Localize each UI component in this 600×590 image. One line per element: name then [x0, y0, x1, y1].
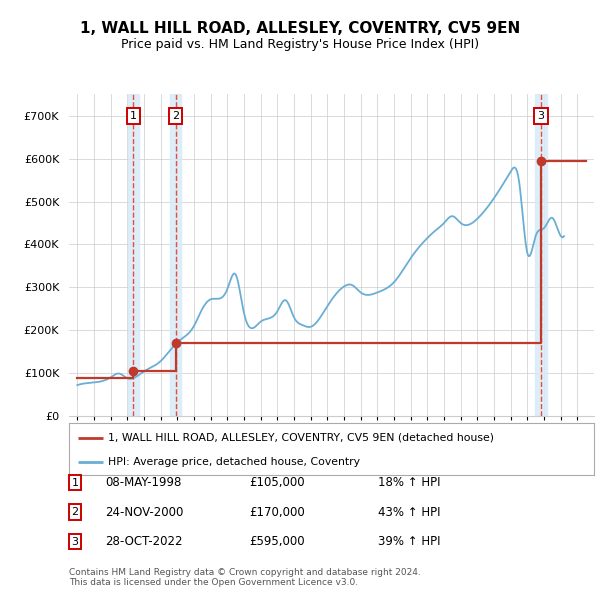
Text: 1, WALL HILL ROAD, ALLESLEY, COVENTRY, CV5 9EN (detached house): 1, WALL HILL ROAD, ALLESLEY, COVENTRY, C…: [109, 432, 494, 442]
Text: 28-OCT-2022: 28-OCT-2022: [105, 535, 182, 548]
Text: 3: 3: [538, 111, 545, 121]
Text: This data is licensed under the Open Government Licence v3.0.: This data is licensed under the Open Gov…: [69, 578, 358, 587]
Bar: [128, 94, 139, 416]
Text: £595,000: £595,000: [249, 535, 305, 548]
Text: 1: 1: [130, 111, 137, 121]
Text: 3: 3: [71, 537, 79, 546]
Text: 2: 2: [71, 507, 79, 517]
Text: 24-NOV-2000: 24-NOV-2000: [105, 506, 184, 519]
Bar: [535, 94, 547, 416]
Text: 08-MAY-1998: 08-MAY-1998: [105, 476, 181, 489]
Text: Contains HM Land Registry data © Crown copyright and database right 2024.: Contains HM Land Registry data © Crown c…: [69, 568, 421, 577]
Text: 43% ↑ HPI: 43% ↑ HPI: [378, 506, 440, 519]
Text: 1, WALL HILL ROAD, ALLESLEY, COVENTRY, CV5 9EN: 1, WALL HILL ROAD, ALLESLEY, COVENTRY, C…: [80, 21, 520, 35]
Text: 1: 1: [71, 478, 79, 487]
Text: £170,000: £170,000: [249, 506, 305, 519]
Text: Price paid vs. HM Land Registry's House Price Index (HPI): Price paid vs. HM Land Registry's House …: [121, 38, 479, 51]
Text: 2: 2: [172, 111, 179, 121]
Bar: [170, 94, 181, 416]
Text: 18% ↑ HPI: 18% ↑ HPI: [378, 476, 440, 489]
Text: 39% ↑ HPI: 39% ↑ HPI: [378, 535, 440, 548]
Text: HPI: Average price, detached house, Coventry: HPI: Average price, detached house, Cove…: [109, 457, 361, 467]
Text: £105,000: £105,000: [249, 476, 305, 489]
